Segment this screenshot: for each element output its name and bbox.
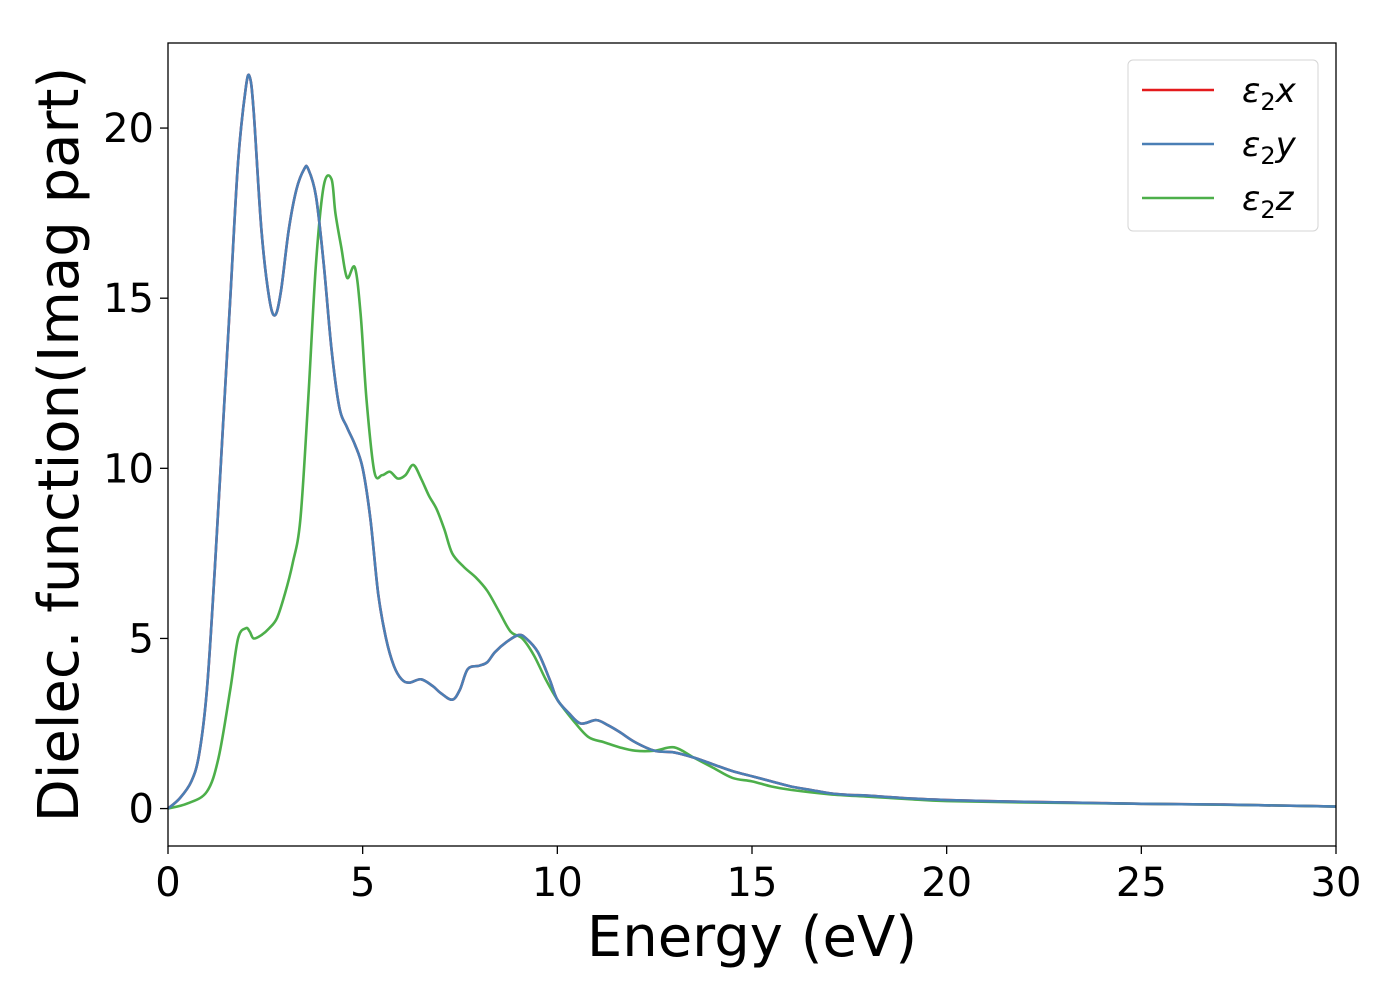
legend-label-x: ε2x [1242,71,1297,116]
x-tick-label: 10 [532,860,583,906]
x-tick-label: 25 [1116,860,1167,906]
x-tick-label: 15 [727,860,778,906]
x-tick-label: 30 [1311,860,1362,906]
legend-box [1127,59,1319,232]
y-tick-label: 10 [103,446,154,492]
y-axis: 0 5 10 15 20 [103,106,168,833]
legend-label-y: ε2y [1242,125,1297,170]
x-axis: 0 5 10 15 20 25 30 [155,846,1361,906]
x-tick-label: 5 [350,860,375,906]
y-tick-label: 20 [103,106,154,152]
x-tick-label: 20 [921,860,972,906]
series-line-z [167,174,1337,810]
y-tick-label: 0 [129,787,154,833]
y-tick-label: 5 [129,616,154,662]
series-line-y [167,73,1337,810]
x-tick-label: 0 [155,860,180,906]
x-axis-title: Energy (eV) [587,905,917,970]
legend-label-z: ε2z [1242,179,1295,224]
y-axis-title: Dielec. function(Imag part) [27,67,92,823]
legend: ε2x ε2y ε2z [1127,59,1319,232]
series-layer [167,73,1337,810]
y-tick-label: 15 [103,276,154,322]
